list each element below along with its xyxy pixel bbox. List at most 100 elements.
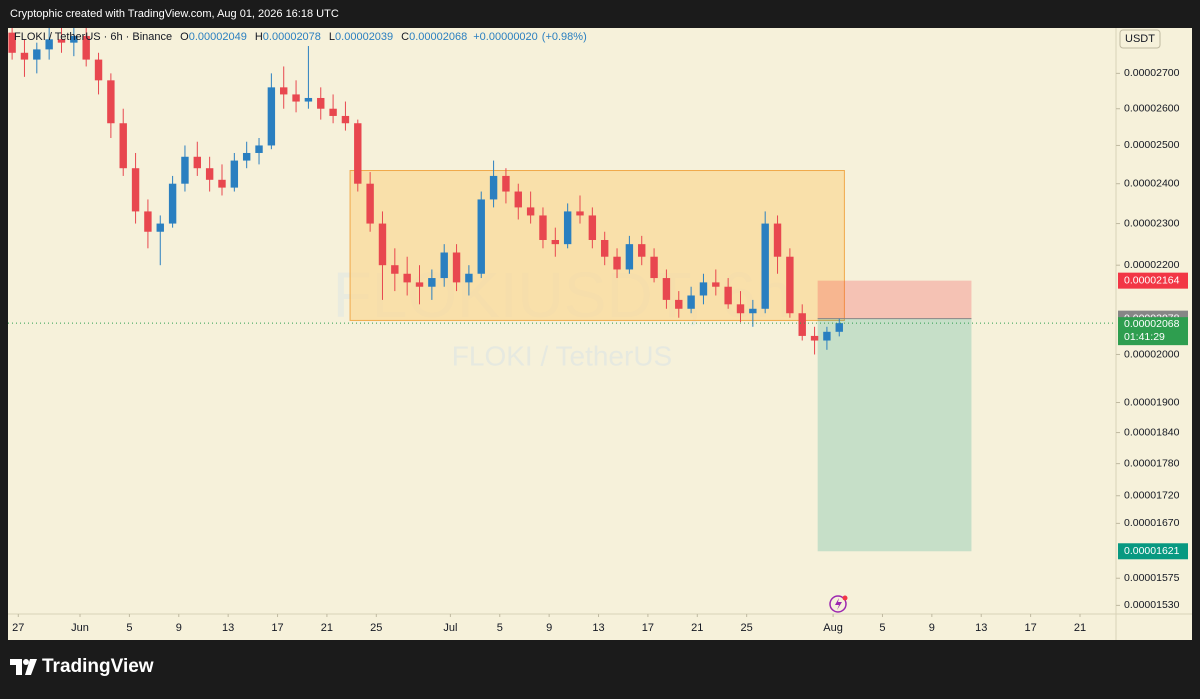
candle-body — [378, 223, 387, 266]
candle-body — [57, 39, 66, 43]
candle-body — [823, 331, 831, 341]
candle-body — [650, 256, 658, 279]
candle-body — [786, 256, 794, 314]
candle-body — [354, 123, 362, 184]
x-tick-label: 5 — [879, 622, 885, 634]
last-price-label-bg — [1118, 317, 1188, 346]
legend-key: O — [180, 31, 189, 43]
legend-key: L — [329, 31, 335, 43]
y-tick-label: 0.00001840 — [1124, 426, 1180, 438]
candle-body — [33, 49, 41, 60]
candle-body — [403, 273, 411, 283]
candle-body — [20, 52, 29, 60]
candle-body — [613, 256, 621, 270]
candle-body — [144, 211, 152, 232]
candle-body — [94, 59, 103, 81]
chart-background — [8, 28, 1192, 640]
x-tick-label: Aug — [823, 622, 843, 634]
y-tick-label: 0.00001575 — [1124, 572, 1180, 584]
x-tick-label: 9 — [546, 622, 552, 634]
candle-body — [181, 156, 189, 184]
candle-body — [835, 323, 843, 332]
candle-body — [440, 252, 448, 279]
candle-body — [242, 152, 251, 161]
candle-body — [502, 175, 510, 192]
candle-body — [477, 199, 485, 274]
candle-body — [255, 145, 263, 153]
x-tick-label: 27 — [12, 622, 24, 634]
x-tick-label: 13 — [222, 622, 234, 634]
legend-change: +0.00000020 — [473, 31, 538, 43]
candle-body — [205, 168, 214, 180]
candle-body — [366, 183, 374, 224]
x-tick-label: 13 — [592, 622, 604, 634]
x-tick-label: 25 — [370, 622, 382, 634]
candle-body — [576, 211, 584, 216]
x-tick-label: 5 — [126, 622, 132, 634]
candle-body — [304, 97, 313, 102]
x-tick-label: 9 — [176, 622, 182, 634]
candle-body — [638, 244, 646, 257]
candle-body — [551, 239, 560, 245]
legend-value: 0.00002078 — [263, 31, 321, 43]
legend-value: 0.00002068 — [409, 31, 467, 43]
candle-body — [687, 295, 695, 309]
legend-value: 0.00002049 — [189, 31, 247, 43]
candle-body — [712, 282, 720, 287]
candle-body — [810, 335, 819, 341]
y-tick-label: 0.00002500 — [1124, 139, 1180, 151]
y-tick-label: 0.00001780 — [1124, 457, 1180, 469]
x-tick-label: 17 — [271, 622, 283, 634]
candle-body — [662, 278, 671, 300]
candle-body — [465, 273, 473, 283]
candle-body — [625, 244, 634, 270]
candle-body — [329, 108, 337, 116]
footer-brand: TradingView — [42, 656, 154, 677]
candle-body — [218, 179, 226, 188]
candle-body — [317, 97, 325, 109]
plot-area: FLOKIUSDT, 6hFLOKI / TetherUS — [8, 28, 1116, 552]
top-bar — [0, 0, 1200, 28]
header-text: Cryptophic created with TradingView.com,… — [10, 8, 339, 20]
candle-body — [675, 299, 683, 309]
countdown-label: 01:41:29 — [1124, 331, 1165, 343]
last-price-label: 0.00002068 — [1124, 318, 1180, 330]
x-tick-label: Jun — [71, 622, 89, 634]
x-tick-label: 25 — [741, 622, 753, 634]
watermark-description: FLOKI / TetherUS — [452, 340, 672, 371]
y-tick-label: 0.00001670 — [1124, 517, 1180, 529]
candle-body — [539, 215, 547, 240]
candle-body — [699, 282, 708, 296]
legend: FLOKI / TetherUS · 6h · Binance O0.000020… — [14, 31, 587, 43]
y-tick-label: 0.00002700 — [1124, 67, 1180, 79]
candle-body — [119, 123, 127, 169]
candle-body — [8, 32, 16, 53]
candle-body — [267, 87, 276, 146]
x-tick-label: 9 — [929, 622, 935, 634]
y-tick-label: 0.00001720 — [1124, 490, 1180, 502]
candle-body — [773, 223, 782, 257]
currency-label: USDT — [1125, 33, 1155, 45]
x-tick-label: 17 — [1024, 622, 1036, 634]
x-tick-label: 21 — [321, 622, 333, 634]
currency-box[interactable] — [1119, 29, 1161, 49]
candle-body — [45, 39, 53, 50]
y-tick-label: 0.00002200 — [1124, 259, 1180, 271]
candle-body — [391, 265, 399, 274]
range-box — [349, 170, 845, 321]
candle-body — [428, 278, 436, 287]
x-tick-label: 21 — [1074, 622, 1086, 634]
y-tick-label: 0.00001900 — [1124, 396, 1180, 408]
y-tick-label: 0.00002400 — [1124, 177, 1180, 189]
candle-body — [107, 80, 115, 124]
candle-body — [452, 252, 461, 283]
legend-key: C — [401, 31, 409, 43]
candle-body — [588, 215, 597, 240]
alert-icon[interactable] — [829, 595, 848, 613]
x-tick-label: 21 — [691, 622, 703, 634]
candle-body — [82, 35, 90, 60]
candle-body — [600, 239, 609, 257]
candle-body — [415, 282, 424, 287]
